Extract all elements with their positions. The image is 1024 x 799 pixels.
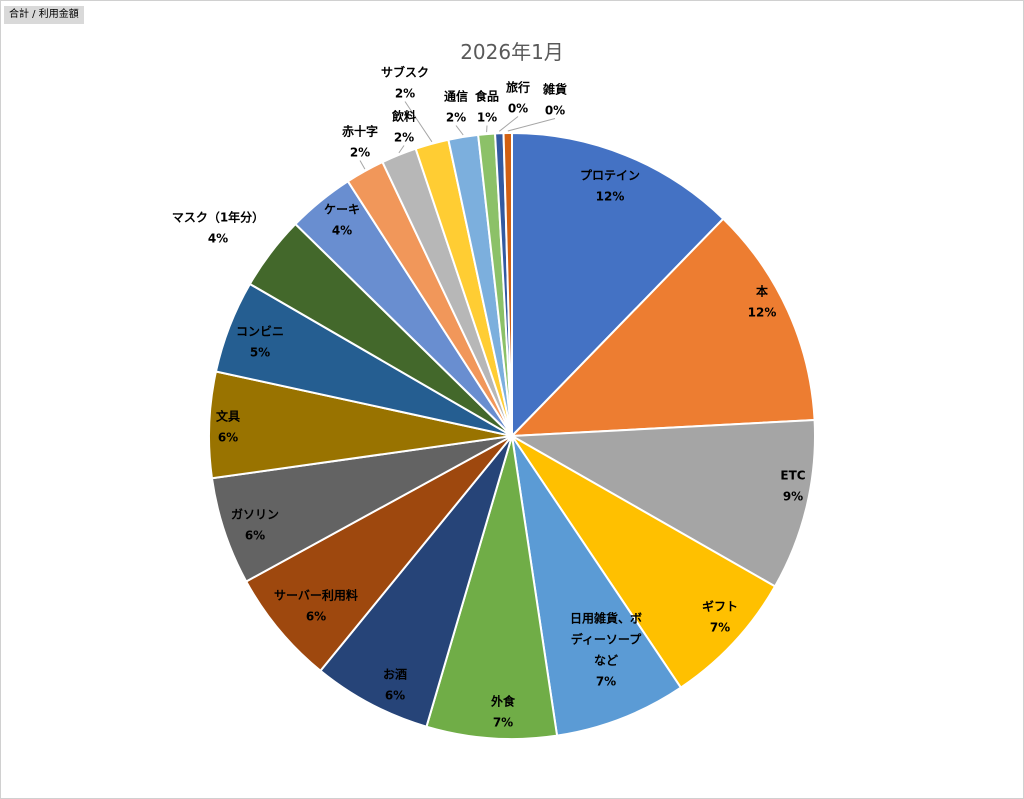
slice-label: 文具 6%	[216, 409, 240, 445]
leader-line	[455, 125, 464, 136]
slice-label: コンビニ 5%	[236, 324, 284, 360]
chart-title: 2026年1月	[460, 40, 564, 64]
slice-label: マスク（1年分） 4%	[172, 210, 264, 246]
pie-slice[interactable]	[508, 418, 816, 588]
leader-line	[507, 118, 556, 132]
field-button-sum-usage-amount[interactable]: 合計 / 利用金額	[4, 6, 84, 24]
slice-label: 食品 1%	[474, 89, 499, 125]
slice-labels: プロテイン 12% 本 12% ETC 9% ギフト 7% 日用雑貨、ボディーソープなど 7% 外食…	[172, 65, 806, 730]
leader-line	[398, 145, 405, 154]
slice-label: ギフト 7%	[702, 599, 738, 635]
pie-slices	[208, 131, 816, 740]
pie-slice[interactable]	[511, 435, 683, 737]
slice-label: 日用雑貨、ボディーソープなど 7%	[570, 611, 642, 689]
pie-slice[interactable]	[509, 217, 816, 438]
slice-label: お酒 6%	[383, 668, 407, 703]
pie-slice[interactable]	[511, 435, 777, 689]
slice-label: 旅行 0%	[506, 80, 530, 116]
leader-line	[498, 116, 519, 132]
pie-slice[interactable]	[511, 131, 725, 439]
slice-label: 赤十字 2%	[342, 124, 378, 160]
slice-label: 外食 7%	[491, 694, 516, 730]
slice-label: サブスク 2%	[381, 65, 429, 101]
slice-label: ガソリン 6%	[231, 507, 279, 543]
slice-label: 本 12%	[748, 284, 777, 320]
leader-lines	[359, 101, 556, 170]
pie-slice[interactable]	[244, 435, 513, 673]
pie-slice[interactable]	[425, 435, 559, 740]
slice-label: サーバー利用料 6%	[274, 588, 358, 624]
slice-label: ケーキ 4%	[324, 203, 360, 238]
leader-line	[359, 160, 366, 170]
pie-slice[interactable]	[502, 131, 513, 437]
slice-label: 通信 2%	[444, 89, 468, 125]
slice-label: 雑貨 0%	[542, 82, 567, 118]
leader-line	[404, 101, 433, 143]
slice-label: 飲料 2%	[391, 109, 416, 145]
slice-label: プロテイン 12%	[580, 168, 640, 204]
pie-slice[interactable]	[319, 435, 513, 728]
slice-label: ETC 9%	[780, 469, 805, 504]
